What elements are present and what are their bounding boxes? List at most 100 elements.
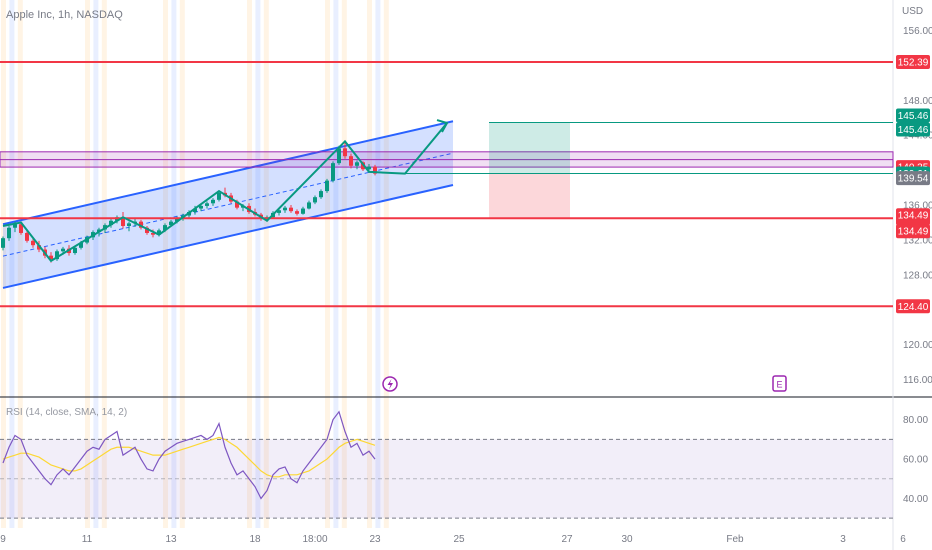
candle-body <box>145 227 149 233</box>
candle-body <box>49 255 53 260</box>
earnings-event-marker[interactable]: E <box>772 375 787 392</box>
time-tick-label: 18 <box>249 534 261 545</box>
rsi-title[interactable]: RSI (14, close, SMA, 14, 2) <box>6 407 127 418</box>
candle-body <box>19 224 23 233</box>
currency-label: USD <box>902 6 923 17</box>
time-tick-label: 30 <box>621 534 633 545</box>
candle-body <box>277 210 281 213</box>
long-position-target-zone[interactable] <box>489 122 570 174</box>
price-tick-label: 128.00 <box>903 270 932 281</box>
candle-body <box>7 227 11 239</box>
candle-body <box>199 205 203 209</box>
drawings-layer[interactable] <box>0 120 894 289</box>
rsi-tick-label: 60.00 <box>903 455 928 466</box>
time-tick-label: 23 <box>369 534 381 545</box>
session-stripe <box>383 0 389 528</box>
candle-body <box>325 180 329 192</box>
session-stripe <box>333 0 339 528</box>
price-tag: 145.46 <box>896 122 930 137</box>
session-stripe <box>367 0 372 528</box>
candle-body <box>1 238 5 248</box>
candle-body <box>331 163 335 181</box>
rsi-axis: 80.00 60.00 40.00 <box>903 415 928 505</box>
price-tick-label: 116.00 <box>903 375 932 386</box>
candle-body <box>193 208 197 213</box>
candle-body <box>205 203 209 206</box>
candle-body <box>25 232 29 241</box>
session-stripe <box>17 0 23 528</box>
svg-text:145.46: 145.46 <box>898 125 929 136</box>
time-tick-label: Feb <box>726 534 744 545</box>
price-tag: 152.39 <box>896 55 930 70</box>
price-tick-label: 148.00 <box>903 96 932 107</box>
lightning-icon <box>387 379 393 390</box>
candle-body <box>163 225 167 231</box>
candle-body <box>79 242 83 248</box>
price-tag: 134.49 <box>896 208 930 223</box>
candle-body <box>169 221 173 226</box>
rsi-tick-label: 40.00 <box>903 494 928 505</box>
price-tags: 152.39134.49124.40145.46145.46140.35139.… <box>896 55 930 314</box>
session-stripe <box>255 0 261 528</box>
time-tick-label: 13 <box>165 534 177 545</box>
candle-body <box>139 221 143 228</box>
dividend-event-marker[interactable] <box>382 376 398 392</box>
symbol-title[interactable]: Apple Inc, 1h, NASDAQ <box>6 9 123 21</box>
time-tick-label: 18:00 <box>302 534 327 545</box>
candle-body <box>127 223 131 226</box>
candle-body <box>157 230 161 235</box>
horizontal-levels[interactable] <box>0 61 893 308</box>
session-stripe <box>171 0 177 528</box>
candle-body <box>343 148 347 157</box>
candle-body <box>13 224 17 228</box>
candle-body <box>337 148 341 164</box>
session-highlight-stripes <box>1 0 389 528</box>
time-tick-label: 27 <box>561 534 573 545</box>
channel-upper-line[interactable] <box>2 120 454 226</box>
candle-body <box>217 192 221 200</box>
candle-body <box>235 201 239 208</box>
candle-body <box>313 197 317 203</box>
session-stripe <box>247 0 252 528</box>
session-stripe <box>1 0 6 528</box>
price-tick-label: 120.00 <box>903 340 932 351</box>
session-stripe <box>341 0 347 528</box>
candle-body <box>289 207 293 212</box>
candle-body <box>211 199 215 204</box>
session-stripe <box>85 0 90 528</box>
svg-text:145.46: 145.46 <box>898 111 929 122</box>
candle-body <box>301 208 305 214</box>
price-tag: 139.54 <box>896 171 930 186</box>
rsi-line <box>2 410 376 500</box>
session-stripe <box>325 0 330 528</box>
price-tick-label: 156.00 <box>903 26 932 37</box>
time-tick-label: 25 <box>453 534 465 545</box>
session-stripe <box>375 0 381 528</box>
rsi-tick-label: 80.00 <box>903 415 928 426</box>
rsi-ma-line <box>2 436 376 478</box>
zigzag-path-drawing[interactable] <box>2 122 448 263</box>
svg-text:134.49: 134.49 <box>898 211 929 222</box>
session-stripe <box>163 0 168 528</box>
candle-body <box>367 166 371 170</box>
session-stripe <box>179 0 185 528</box>
arrow-head <box>436 119 449 133</box>
candle-body <box>355 162 359 166</box>
time-tick-label: 11 <box>82 534 93 545</box>
candle-body <box>31 240 35 246</box>
channel-lower-line[interactable] <box>2 184 454 289</box>
price-tag: 145.46 <box>896 108 930 123</box>
candle-body <box>175 218 179 222</box>
session-stripe <box>9 0 15 528</box>
price-axis: 156.00148.00144.00136.00132.00128.00120.… <box>903 26 932 386</box>
time-tick-label: 9 <box>0 534 6 545</box>
svg-text:152.39: 152.39 <box>898 58 929 69</box>
candle-body <box>151 232 155 235</box>
time-axis: 9 11 13 18 18:00 23 25 27 30 Feb 3 6 <box>0 534 906 545</box>
price-tick-label: 132.00 <box>903 235 932 246</box>
long-position-stop-zone[interactable] <box>489 173 570 219</box>
candle-body <box>349 156 353 166</box>
price-tick-label: 136.00 <box>903 201 932 212</box>
candle-body <box>109 220 113 226</box>
